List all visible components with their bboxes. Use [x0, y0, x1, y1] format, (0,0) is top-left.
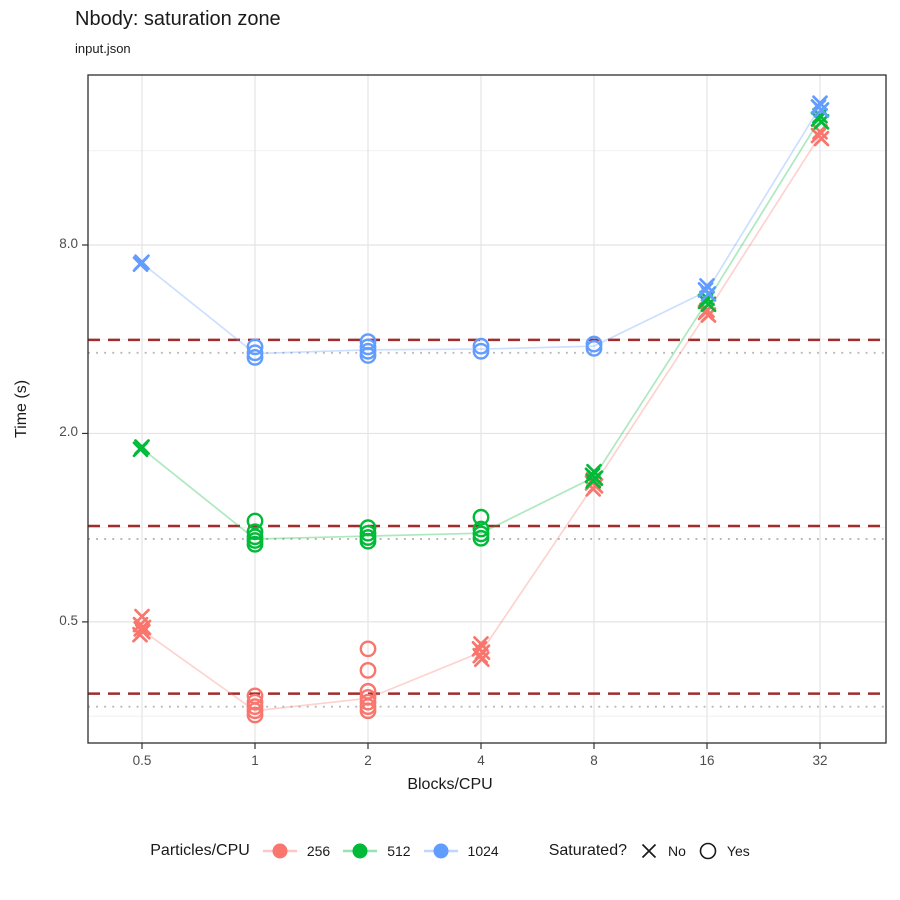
data-point-circle-256	[359, 640, 377, 658]
data-point-circle-256	[246, 706, 264, 724]
data-point-x-1024	[813, 102, 830, 118]
data-point-circle-1024	[359, 338, 377, 356]
data-point-x-256	[473, 651, 490, 668]
data-point-circle-512	[246, 535, 264, 553]
x-tick-label: 0.5	[132, 753, 152, 768]
data-point-circle-512	[472, 520, 490, 538]
data-point-x-256	[132, 626, 148, 643]
legend-item-256: 256	[262, 840, 330, 862]
data-point-circle-1024	[359, 347, 377, 364]
legend-label: No	[667, 843, 686, 859]
legend-item-no: No	[639, 841, 686, 861]
data-point-x-256	[700, 307, 717, 323]
data-point-circle-512	[246, 523, 264, 541]
legend: Particles/CPU 256 512 1024 Saturated?	[0, 840, 900, 862]
x-axis-title: Blocks/CPU	[407, 776, 493, 793]
x-tick-label: 16	[699, 753, 715, 768]
data-point-circle-512	[246, 512, 264, 530]
data-point-circle-1024	[585, 339, 603, 357]
panel-border	[87, 74, 887, 744]
data-point-circle-1024	[472, 342, 490, 360]
data-point-circle-256	[359, 693, 377, 711]
x-mark-icon	[641, 843, 657, 859]
data-point-circle-512	[472, 525, 490, 543]
open-circle-icon	[699, 842, 717, 860]
data-point-circle-512	[359, 532, 377, 550]
data-point-circle-256	[359, 702, 377, 720]
data-point-x-1024	[700, 286, 717, 302]
data-point-circle-1024	[472, 337, 490, 355]
series-key-icon	[343, 843, 378, 859]
legend-label: 256	[306, 843, 331, 859]
x-tick-label: 8	[590, 753, 598, 768]
x-tick-label: 4	[477, 753, 485, 768]
chart-title: Nbody: saturation zone	[75, 8, 281, 30]
y-tick-label: 0.5	[59, 612, 78, 628]
legend-label: 1024	[467, 843, 499, 859]
data-point-x-1024	[132, 256, 149, 272]
data-point-x-512	[132, 441, 149, 458]
legend-label: Yes	[726, 843, 750, 859]
legend-label: 512	[387, 843, 411, 859]
data-point-x-256	[813, 130, 830, 147]
chart-subtitle: input.json	[75, 41, 131, 56]
series-key-icon	[262, 843, 297, 859]
legend-item-512: 512	[342, 840, 411, 862]
data-point-circle-512	[472, 508, 490, 526]
data-point-circle-1024	[246, 344, 264, 362]
x-tick-label: 1	[251, 753, 259, 768]
legend-title-saturated: Saturated?	[548, 842, 627, 859]
data-point-x-512	[585, 473, 602, 489]
legend-item-1024: 1024	[423, 840, 499, 862]
data-point-circle-512	[472, 529, 490, 547]
data-point-circle-256	[359, 661, 377, 679]
data-point-x-512	[813, 113, 830, 130]
series-key-icon	[423, 843, 458, 859]
legend-title-particles: Particles/CPU	[150, 842, 250, 859]
data-point-circle-256	[246, 693, 264, 711]
y-tick-label: 8.0	[59, 236, 78, 251]
y-tick-label: 2.0	[59, 424, 78, 440]
data-point-x-256	[472, 647, 489, 664]
data-point-circle-1024	[246, 348, 264, 366]
x-tick-label: 2	[364, 753, 372, 768]
x-tick-label: 32	[812, 753, 828, 768]
data-point-circle-1024	[246, 338, 264, 356]
legend-item-yes: Yes	[698, 841, 750, 861]
y-axis-title: Time (s)	[13, 379, 30, 439]
